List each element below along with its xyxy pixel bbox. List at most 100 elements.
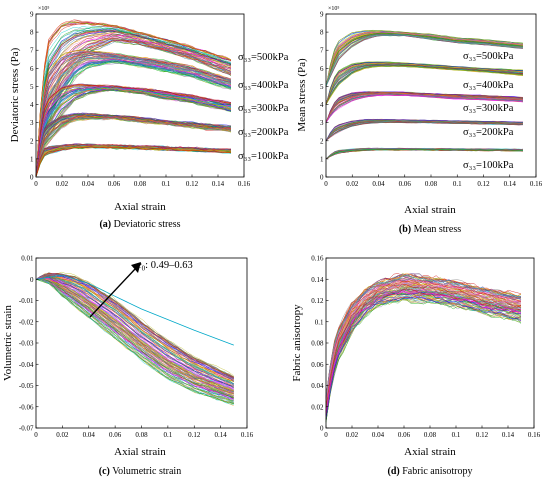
series-line bbox=[35, 39, 232, 178]
y-tick-label: -0.06 bbox=[19, 403, 34, 411]
y-tick-label: -0.07 bbox=[19, 425, 34, 433]
x-tick-label: 0.08 bbox=[135, 431, 148, 439]
series-line bbox=[35, 277, 234, 394]
series-line bbox=[325, 118, 523, 141]
curves-group bbox=[35, 19, 232, 178]
pressure-label: σ₃₃=500kPa bbox=[238, 52, 289, 63]
x-tick-label: 0 bbox=[324, 180, 328, 188]
panel-caption: (a) Deviatoric stress bbox=[99, 219, 180, 230]
y-tick-label: 0.02 bbox=[311, 403, 324, 411]
series-line bbox=[35, 278, 234, 394]
pressure-label: σ₃₃=400kPa bbox=[238, 80, 289, 91]
y-ticks: 0 0.02 0.04 0.06 0.08 0.1 0.12 0.14 0.16 bbox=[311, 255, 329, 433]
caption-text: Mean stress bbox=[414, 224, 462, 235]
y-axis-label: Deviatoric stress (Pa) bbox=[9, 47, 21, 142]
y-tick-label: 7 bbox=[30, 47, 34, 55]
y-tick-label: 7 bbox=[320, 47, 324, 55]
y-axis-label: Mean stress (Pa) bbox=[296, 58, 308, 132]
series-line bbox=[35, 84, 231, 178]
series-line bbox=[35, 51, 232, 178]
curves-group bbox=[35, 271, 234, 406]
series-line bbox=[35, 60, 232, 178]
y-tick-label: 5 bbox=[320, 83, 324, 91]
series-line bbox=[35, 88, 232, 178]
y-tick-label: 3 bbox=[30, 119, 34, 127]
y-tick-label: 6 bbox=[30, 65, 34, 73]
series-line bbox=[35, 278, 234, 401]
curves-group bbox=[325, 272, 522, 423]
y-tick-label: 2 bbox=[320, 137, 324, 145]
x-tick-label: 0.12 bbox=[186, 180, 199, 188]
series-line bbox=[325, 288, 522, 414]
series-line bbox=[325, 299, 522, 422]
series-line bbox=[325, 284, 522, 408]
series-line bbox=[325, 121, 523, 141]
y-multiplier-label: ×10⁵ bbox=[38, 6, 49, 12]
x-tick-label: 0.08 bbox=[425, 180, 438, 188]
y-tick-label: 0.01 bbox=[21, 255, 34, 263]
y-tick-label: 2 bbox=[30, 137, 34, 145]
y-tick-label: 1 bbox=[320, 155, 324, 163]
series-line bbox=[325, 289, 522, 413]
x-tick-label: 0.02 bbox=[346, 431, 359, 439]
y-tick-label: 0.08 bbox=[311, 340, 324, 348]
panel-deviatoric-stress: 0 0.02 0.04 0.06 0.08 0.1 0.12 0.14 0.16 0 1 2 3 4 5 6… bbox=[9, 6, 289, 230]
series-line bbox=[35, 146, 232, 178]
panel-caption: (b) Mean stress bbox=[399, 224, 461, 235]
x-tick-label: 0 bbox=[324, 431, 328, 439]
series-line bbox=[325, 94, 523, 123]
x-tick-label: 0.14 bbox=[502, 431, 515, 439]
series-line bbox=[35, 279, 234, 404]
x-tick-label: 0.16 bbox=[238, 180, 251, 188]
e0-subscript: 0 bbox=[142, 265, 146, 273]
x-ticks: 0 0.02 0.04 0.06 0.08 0.1 0.12 0.14 0.16 bbox=[34, 425, 254, 439]
x-ticks: 0 0.02 0.04 0.06 0.08 0.1 0.12 0.14 0.16 bbox=[324, 174, 543, 188]
x-tick-label: 0.1 bbox=[162, 180, 171, 188]
x-tick-label: 0.16 bbox=[528, 431, 541, 439]
x-tick-label: 0.1 bbox=[453, 180, 462, 188]
y-axis-label: Fabric anisotropy bbox=[291, 304, 303, 382]
x-axis-label: Axial strain bbox=[404, 204, 456, 216]
y-axis-label: Volumetric strain bbox=[2, 305, 14, 381]
series-line bbox=[35, 58, 232, 178]
panel-caption: (d) Fabric anisotropy bbox=[388, 466, 473, 477]
y-tick-label: 0 bbox=[30, 276, 34, 284]
pressure-label: σ₃₃=400kPa bbox=[463, 80, 514, 91]
series-line bbox=[325, 148, 523, 160]
caption-letter: (a) bbox=[99, 219, 111, 230]
series-line bbox=[325, 280, 522, 404]
panel-fabric-anisotropy: 0 0.02 0.04 0.06 0.08 0.1 0.12 0.14 0.16 0 0.02 0.… bbox=[291, 255, 541, 478]
y-tick-label: 0.1 bbox=[315, 318, 324, 326]
series-line bbox=[325, 91, 523, 123]
x-axis-label: Axial strain bbox=[114, 201, 166, 213]
y-tick-label: 8 bbox=[320, 29, 324, 37]
x-tick-label: 0.16 bbox=[241, 431, 254, 439]
x-tick-label: 0.02 bbox=[56, 180, 69, 188]
e0-symbol: e bbox=[137, 260, 142, 271]
x-tick-label: 0.14 bbox=[215, 431, 228, 439]
y-tick-label: -0.01 bbox=[19, 297, 34, 305]
series-line bbox=[325, 93, 523, 123]
x-tick-label: 0.06 bbox=[108, 180, 121, 188]
series-line bbox=[325, 31, 523, 87]
x-tick-label: 0.06 bbox=[399, 180, 412, 188]
y-tick-label: -0.02 bbox=[19, 318, 34, 326]
series-line bbox=[35, 51, 232, 178]
x-tick-label: 0 bbox=[34, 431, 38, 439]
x-ticks: 0 0.02 0.04 0.06 0.08 0.1 0.12 0.14 0.16 bbox=[324, 425, 541, 439]
series-line bbox=[325, 32, 523, 87]
series-line bbox=[35, 54, 232, 178]
series-line bbox=[325, 64, 523, 105]
series-line bbox=[325, 30, 523, 87]
series-line bbox=[35, 26, 232, 178]
series-line bbox=[35, 115, 232, 178]
y-tick-label: 0.06 bbox=[311, 361, 324, 369]
x-axis-label: Axial strain bbox=[114, 446, 166, 458]
series-line bbox=[325, 121, 523, 141]
series-line bbox=[35, 87, 232, 178]
series-line bbox=[325, 274, 522, 399]
x-tick-label: 0.08 bbox=[424, 431, 437, 439]
y-tick-label: -0.05 bbox=[19, 382, 34, 390]
series-line bbox=[325, 296, 522, 420]
